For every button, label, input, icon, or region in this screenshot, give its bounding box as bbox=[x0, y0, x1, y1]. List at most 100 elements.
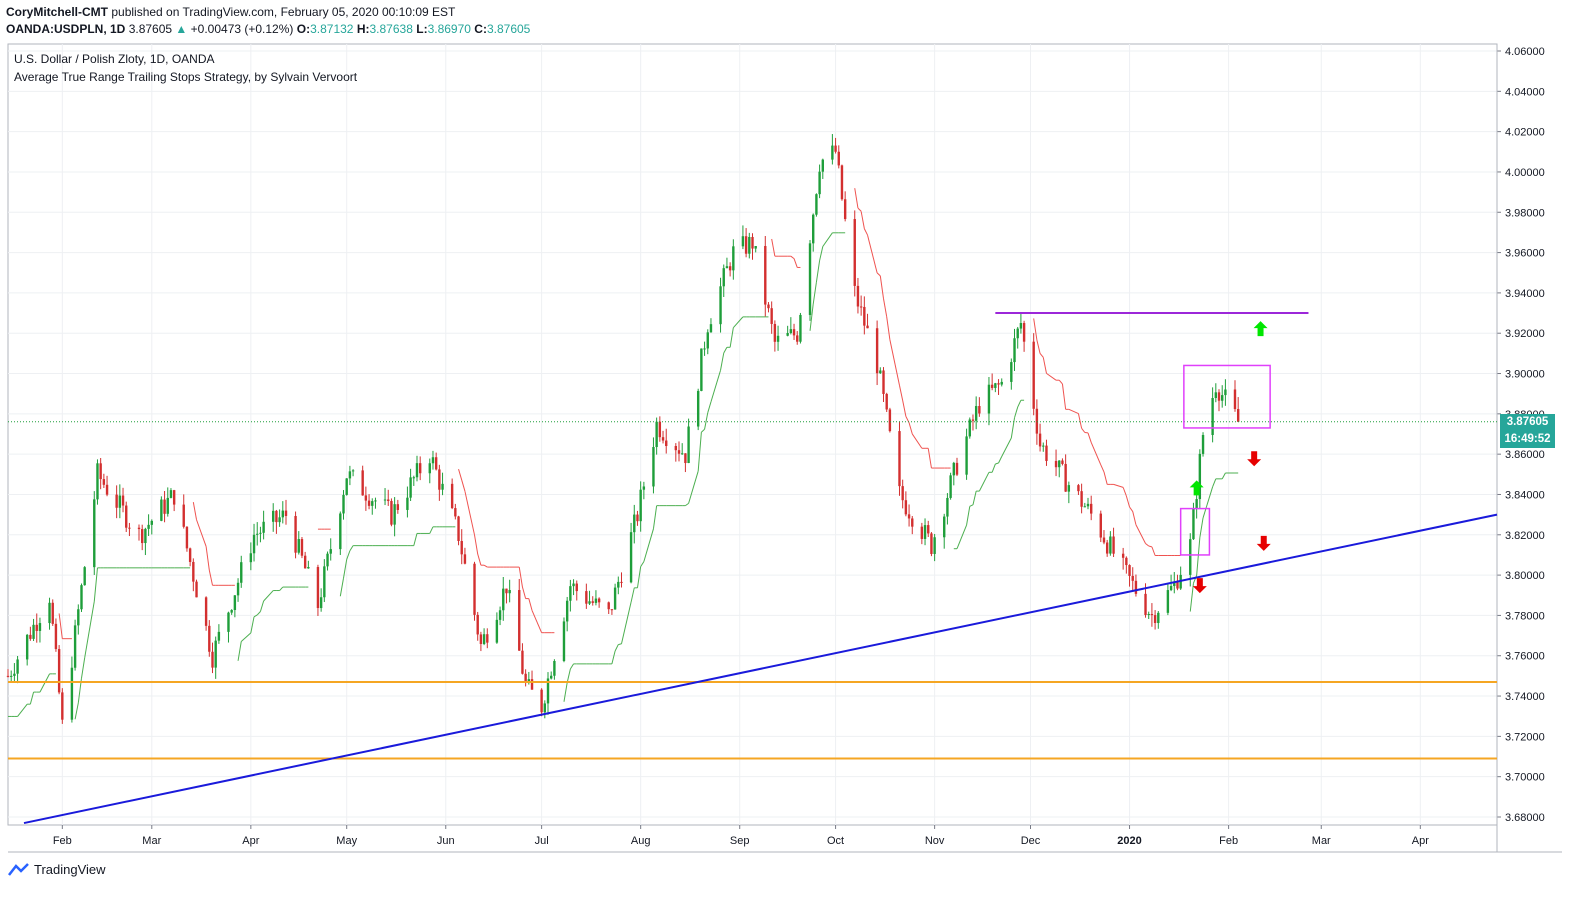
candle-up bbox=[994, 383, 997, 388]
candle-down bbox=[438, 469, 441, 490]
candle-down bbox=[294, 515, 297, 553]
candle-down bbox=[361, 470, 364, 496]
candle-up bbox=[732, 246, 735, 271]
candle-up bbox=[703, 348, 706, 350]
candle-down bbox=[792, 329, 796, 336]
trailing-stop-red bbox=[898, 385, 904, 401]
candle-up bbox=[256, 533, 259, 535]
trailing-stop-green bbox=[413, 533, 418, 546]
candle-down bbox=[300, 539, 304, 556]
trailing-stop-green bbox=[563, 682, 568, 702]
x-tick-label: Aug bbox=[631, 835, 651, 847]
trailing-stop-red bbox=[860, 211, 865, 229]
x-tick-label: Mar bbox=[142, 835, 161, 847]
trailing-stop-green bbox=[704, 412, 709, 430]
trailing-stop-red bbox=[793, 258, 798, 268]
x-tick-label: Apr bbox=[242, 835, 259, 847]
trailing-stop-red bbox=[857, 207, 862, 212]
trailing-stop-red bbox=[58, 613, 63, 639]
candle-up bbox=[233, 595, 237, 611]
candle-up bbox=[748, 236, 751, 254]
candle-up bbox=[1195, 499, 1198, 508]
candle-up bbox=[342, 494, 345, 514]
candle-up bbox=[441, 483, 444, 490]
candle-down bbox=[904, 500, 908, 515]
trailing-stop-red bbox=[863, 228, 868, 236]
open-label: O: bbox=[296, 22, 311, 36]
trailing-stop-red bbox=[1100, 464, 1105, 473]
candle-down bbox=[418, 463, 422, 474]
candle-up bbox=[1224, 389, 1227, 396]
trailing-stop-red bbox=[1061, 383, 1067, 410]
candle-down bbox=[684, 453, 687, 464]
high-value: 3.87638 bbox=[369, 22, 413, 36]
candle-down bbox=[853, 219, 856, 286]
candle-down bbox=[364, 495, 368, 501]
trailing-stop-green bbox=[343, 559, 348, 579]
trailing-stop-green bbox=[346, 550, 351, 560]
candle-up bbox=[741, 236, 745, 247]
current-price-tag: 3.87605 bbox=[1500, 414, 1555, 431]
trendline bbox=[23, 513, 1498, 825]
candle-down bbox=[885, 393, 888, 410]
tradingview-footer[interactable]: TradingView bbox=[8, 862, 106, 877]
candle-down bbox=[955, 462, 959, 475]
trailing-stop-red bbox=[790, 255, 795, 259]
y-tick-label: 3.86000 bbox=[1505, 449, 1545, 461]
candle-up bbox=[339, 513, 342, 550]
candle-up bbox=[1192, 507, 1195, 540]
candle-down bbox=[99, 463, 102, 480]
trailing-stop-red bbox=[1042, 357, 1047, 374]
candle-down bbox=[901, 486, 904, 501]
candle-down bbox=[1112, 536, 1115, 554]
candle-up bbox=[80, 585, 83, 610]
candle-down bbox=[744, 236, 748, 254]
candle-up bbox=[406, 497, 409, 510]
candle-up bbox=[323, 566, 326, 598]
trailing-stop-red bbox=[208, 570, 213, 586]
trailing-stop-green bbox=[253, 614, 258, 618]
x-tick-label: Jul bbox=[535, 835, 549, 847]
candle-up bbox=[32, 624, 35, 639]
indicator-title: Average True Range Trailing Stops Strate… bbox=[14, 70, 358, 84]
candle-up bbox=[217, 631, 221, 641]
trailing-stop-green bbox=[822, 232, 833, 247]
candle-up bbox=[495, 619, 499, 643]
candle-up bbox=[543, 703, 547, 713]
candle-down bbox=[185, 526, 189, 549]
trailing-stop-red bbox=[1039, 353, 1044, 358]
candle-up bbox=[415, 463, 419, 478]
candle-up bbox=[502, 588, 505, 611]
candle-up bbox=[565, 600, 569, 622]
change-value: +0.00473 (+0.12%) bbox=[190, 22, 294, 36]
trailing-stop-red bbox=[1033, 318, 1038, 341]
trailing-stop-green bbox=[339, 578, 344, 597]
trailing-stop-green bbox=[621, 602, 632, 644]
trailing-stop-green bbox=[640, 561, 645, 567]
candle-down bbox=[882, 370, 885, 394]
candle-down bbox=[1089, 503, 1093, 514]
candle-up bbox=[974, 406, 978, 421]
candle-down bbox=[1105, 542, 1109, 554]
candle-up bbox=[48, 602, 51, 624]
author-name[interactable]: CoryMitchell-CMT bbox=[6, 5, 108, 19]
candle-down bbox=[192, 561, 195, 582]
candle-up bbox=[345, 478, 348, 495]
trailing-stop-red bbox=[458, 468, 463, 481]
candle-down bbox=[396, 504, 400, 510]
candle-down bbox=[1131, 575, 1134, 581]
candle-down bbox=[1061, 460, 1064, 464]
trailing-stop-green bbox=[732, 316, 744, 329]
candle-down bbox=[1038, 433, 1042, 447]
candle-down bbox=[1045, 445, 1048, 461]
trailing-stop-red bbox=[854, 188, 859, 209]
candle-up bbox=[546, 678, 550, 704]
trailing-stop-green bbox=[1199, 517, 1204, 538]
candle-down bbox=[284, 510, 288, 516]
candle-up bbox=[812, 214, 815, 244]
candle-down bbox=[29, 634, 32, 639]
candle-down bbox=[770, 308, 773, 324]
y-tick-label: 3.80000 bbox=[1505, 570, 1545, 582]
trailing-stop-green bbox=[991, 463, 996, 473]
